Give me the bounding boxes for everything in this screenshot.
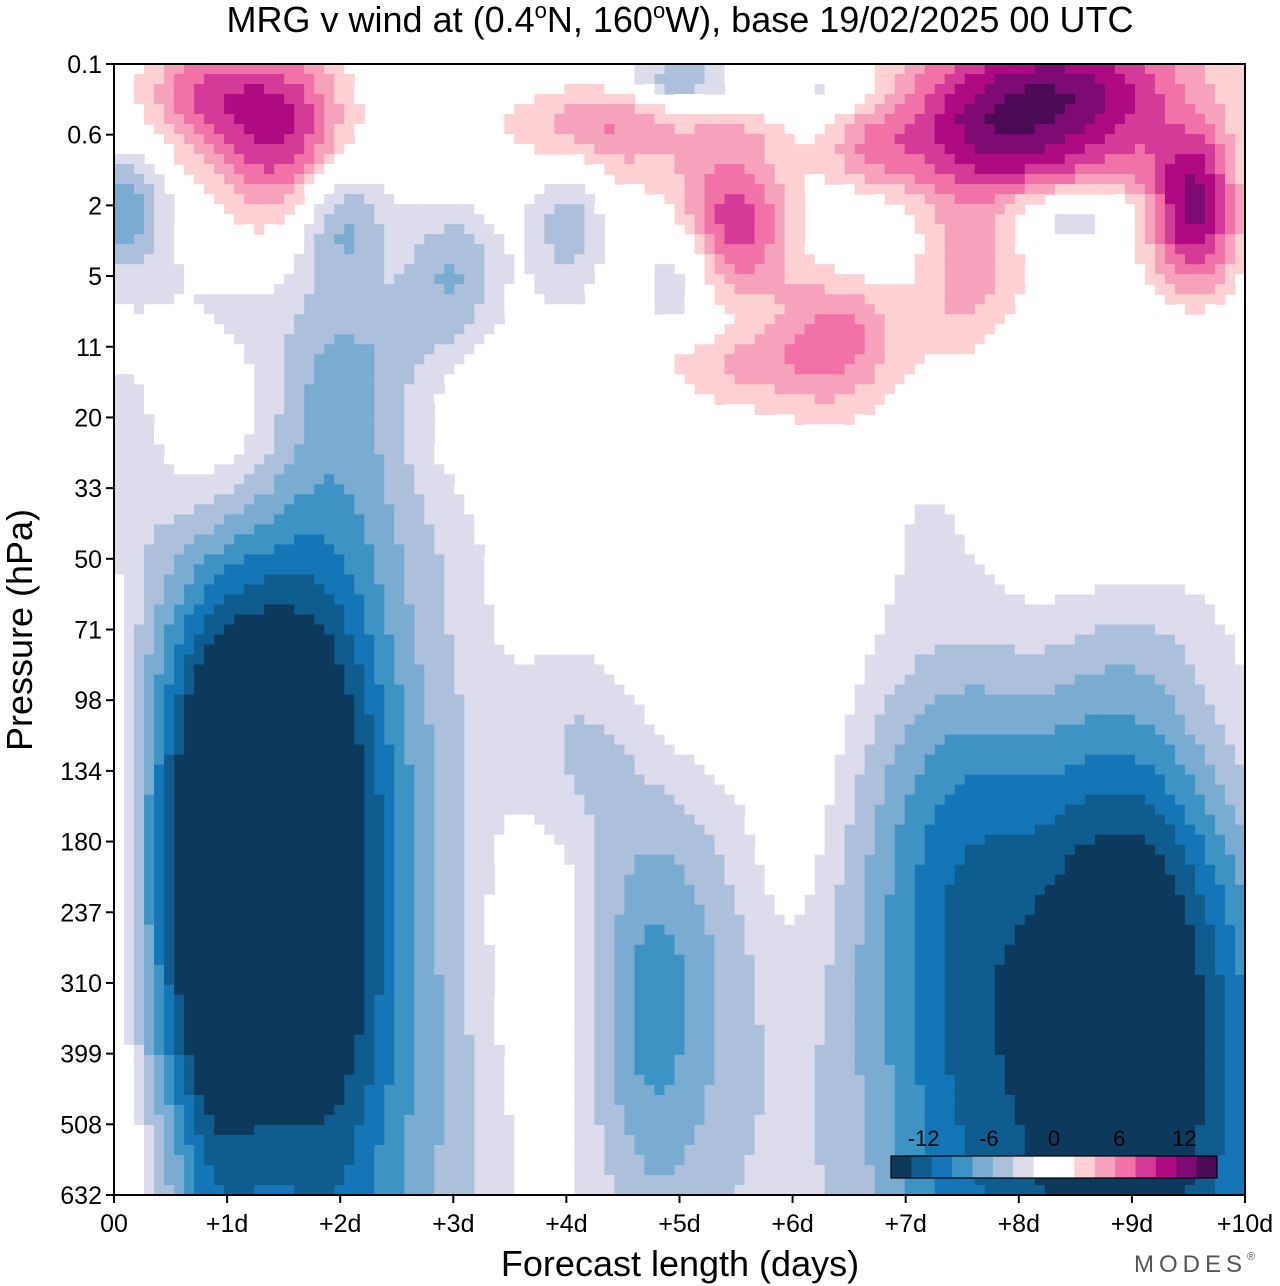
colorbar-swatch [1033, 1156, 1055, 1178]
colorbar-label: 0 [1048, 1126, 1060, 1151]
y-tick-label: 98 [74, 687, 102, 715]
x-axis-title: Forecast length (days) [501, 1243, 859, 1284]
colorbar-swatch [1176, 1156, 1197, 1178]
x-tick-label: +8d [998, 1210, 1040, 1238]
colorbar-swatch [1054, 1156, 1075, 1178]
y-tick-label: 508 [60, 1111, 102, 1139]
y-tick-label: 180 [60, 829, 102, 857]
y-tick-label: 33 [74, 475, 102, 503]
y-tick-label: 20 [74, 404, 102, 432]
colorbar-label: 12 [1172, 1126, 1196, 1151]
colorbar-swatch [1196, 1156, 1218, 1178]
y-tick-label: 2 [88, 192, 102, 220]
y-tick-label: 237 [60, 899, 102, 927]
chart-title: MRG v wind at (0.4oN, 160oW), base 19/02… [227, 0, 1134, 40]
colorbar-swatch [992, 1156, 1014, 1178]
y-tick-label: 0.6 [67, 122, 102, 150]
colorbar-label: 6 [1113, 1126, 1125, 1151]
colorbar-swatch [891, 1156, 912, 1178]
x-tick-label: +1d [206, 1210, 248, 1238]
y-tick-label: 0.1 [67, 51, 102, 79]
colorbar-swatch [1013, 1156, 1034, 1178]
modes-logo: MODES® [1134, 1251, 1260, 1278]
colorbar-swatch [911, 1156, 933, 1178]
y-tick-label: 5 [88, 263, 102, 291]
colorbar-swatch [1115, 1156, 1136, 1178]
colorbar-swatch [1135, 1156, 1157, 1178]
y-tick-label: 50 [74, 546, 102, 574]
x-tick-label: +9d [1111, 1210, 1153, 1238]
x-tick-label: +7d [884, 1210, 926, 1238]
colorbar-legend: -12 -6 0 6 12 [890, 1126, 1218, 1179]
y-axis-title: Pressure (hPa) [0, 509, 40, 751]
colorbar-label: -12 [908, 1126, 940, 1151]
x-tick-label: 00 [100, 1210, 128, 1238]
x-tick-label: +4d [545, 1210, 587, 1238]
colorbar-swatch [1074, 1156, 1096, 1178]
degree-sign: o [653, 0, 665, 23]
y-tick-label: 71 [74, 617, 102, 645]
y-tick-label: 399 [60, 1041, 102, 1069]
x-tick-label: +6d [771, 1210, 813, 1238]
colorbar-label: -6 [979, 1126, 999, 1151]
colorbar-swatch [952, 1156, 973, 1178]
y-axis: 0.1 0.6 2 5 11 20 33 50 71 98 134 180 237 310 399 508 63… [60, 51, 114, 1210]
y-tick-label: 632 [60, 1182, 102, 1210]
x-tick-label: +5d [658, 1210, 700, 1238]
x-axis: 00 +1d +2d +3d +4d +5d +6d +7d +8d +9d +10d [100, 1195, 1273, 1238]
y-tick-label: 11 [76, 334, 102, 362]
x-tick-label: +3d [432, 1210, 474, 1238]
colorbar-swatch [931, 1156, 953, 1178]
colorbar-frame [890, 1155, 1218, 1179]
degree-sign: o [535, 0, 547, 23]
colorbar-swatch [1094, 1156, 1116, 1178]
y-tick-label: 134 [60, 758, 102, 786]
y-tick-label: 310 [60, 970, 102, 998]
colorbar-swatch [972, 1156, 994, 1178]
x-tick-label: +10d [1217, 1210, 1273, 1238]
colorbar-swatch [1155, 1156, 1177, 1178]
x-tick-label: +2d [319, 1210, 361, 1238]
